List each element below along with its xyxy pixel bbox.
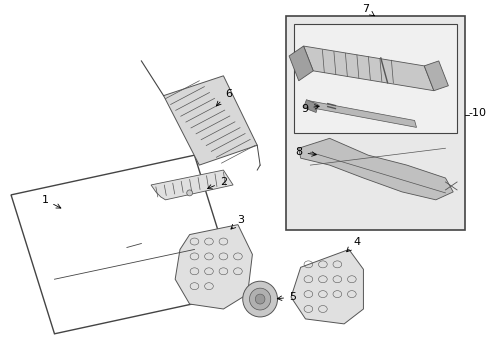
- Polygon shape: [290, 249, 363, 324]
- Bar: [285, 16, 464, 230]
- Polygon shape: [424, 61, 447, 91]
- Polygon shape: [288, 46, 313, 81]
- Text: 1: 1: [41, 195, 61, 208]
- Text: 6: 6: [216, 89, 231, 106]
- Text: 9: 9: [301, 104, 319, 113]
- Text: -10: -10: [468, 108, 486, 117]
- Polygon shape: [303, 100, 317, 113]
- Polygon shape: [151, 170, 233, 200]
- Text: 8: 8: [295, 147, 316, 157]
- Circle shape: [186, 190, 192, 196]
- Polygon shape: [298, 138, 452, 200]
- Polygon shape: [163, 76, 257, 165]
- Circle shape: [255, 294, 264, 304]
- Circle shape: [249, 288, 270, 310]
- Text: 5: 5: [277, 292, 295, 302]
- Text: 3: 3: [230, 215, 244, 229]
- Circle shape: [242, 281, 277, 317]
- Text: 7: 7: [361, 4, 373, 16]
- Polygon shape: [175, 225, 252, 309]
- Polygon shape: [308, 100, 416, 127]
- Bar: [293, 24, 456, 133]
- Text: 4: 4: [346, 237, 360, 252]
- Polygon shape: [303, 46, 433, 91]
- Text: 2: 2: [207, 177, 226, 189]
